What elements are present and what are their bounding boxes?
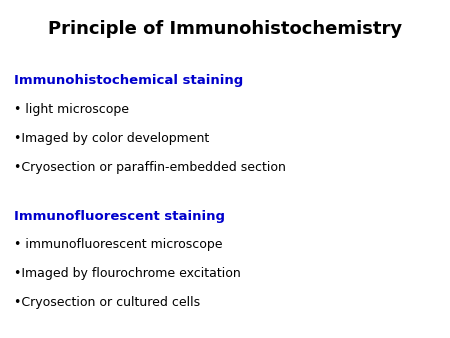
Text: • immunofluorescent microscope: • immunofluorescent microscope (14, 238, 222, 251)
Text: •Cryosection or cultured cells: •Cryosection or cultured cells (14, 296, 200, 309)
Text: Immunohistochemical staining: Immunohistochemical staining (14, 74, 243, 87)
Text: Principle of Immunohistochemistry: Principle of Immunohistochemistry (48, 20, 402, 38)
Text: •Imaged by color development: •Imaged by color development (14, 132, 209, 145)
Text: • light microscope: • light microscope (14, 103, 129, 116)
Text: •Cryosection or paraffin-embedded section: •Cryosection or paraffin-embedded sectio… (14, 161, 285, 173)
Text: •Imaged by flourochrome excitation: •Imaged by flourochrome excitation (14, 267, 240, 280)
Text: Immunofluorescent staining: Immunofluorescent staining (14, 210, 225, 222)
